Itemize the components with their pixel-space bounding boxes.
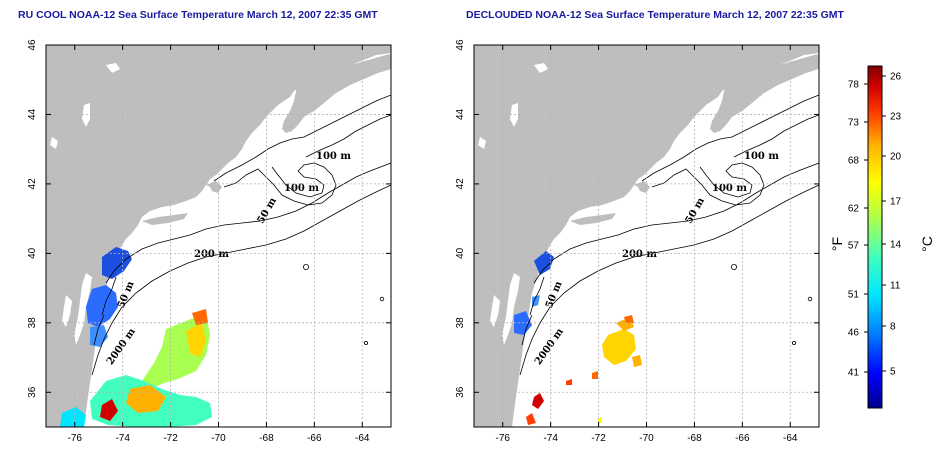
- contour-label-100m-a: 100 m: [316, 151, 351, 162]
- x-tick-label: -66: [307, 433, 322, 444]
- right-panel: DECLOUDED NOAA-12 Sea Surface Temperatur…: [455, 9, 845, 444]
- x-tick-label: -70: [211, 433, 226, 444]
- colorbar-c-tick-label: 26: [890, 72, 902, 83]
- colorbar: 78 73 68 62 57 51 46 41 26 23 20 17 14 11 8 5 °F °C: [829, 65, 935, 409]
- colorbar-f-tick-label: 57: [848, 241, 860, 252]
- x-tick-label: -66: [735, 433, 750, 444]
- y-tick-label: 40: [27, 247, 38, 259]
- colorbar-c-tick-label: 20: [890, 152, 902, 163]
- colorbar-f-tick-label: 73: [848, 118, 860, 129]
- left-sst-patches: [60, 247, 212, 427]
- colorbar-c-tick-label: 14: [890, 240, 902, 251]
- y-tick-label: 42: [27, 178, 38, 190]
- x-tick-label: -76: [68, 433, 83, 444]
- contour-label-100m-b: 100 m: [712, 183, 747, 194]
- y-tick-label: 38: [455, 317, 466, 329]
- left-panel: RU COOL NOAA-12 Sea Surface Temperature …: [18, 9, 392, 444]
- x-tick-label: -72: [591, 433, 606, 444]
- colorbar-c-tick-label: 11: [890, 281, 901, 292]
- colorbar-fahrenheit-unit: °F: [829, 237, 845, 251]
- x-tick-label: -68: [687, 433, 702, 444]
- colorbar-f-tick-label: 41: [848, 368, 860, 379]
- x-tick-label: -74: [115, 433, 130, 444]
- right-sst-patches: [514, 251, 642, 425]
- contour-label-200m: 200 m: [622, 249, 657, 260]
- colorbar-f-tick-label: 62: [848, 204, 860, 215]
- x-tick-label: -74: [543, 433, 558, 444]
- colorbar-f-tick-label: 51: [848, 290, 860, 301]
- colorbar-fahrenheit-ticks: 78 73 68 62 57 51 46 41: [848, 80, 868, 379]
- y-tick-label: 46: [27, 39, 38, 51]
- colorbar-c-tick-label: 5: [890, 367, 896, 378]
- contour-label-100m-a: 100 m: [744, 151, 779, 162]
- y-tick-label: 46: [455, 39, 466, 51]
- colorbar-f-tick-label: 46: [848, 328, 860, 339]
- left-panel-title: RU COOL NOAA-12 Sea Surface Temperature …: [18, 9, 378, 21]
- x-tick-label: -64: [783, 433, 798, 444]
- y-tick-label: 42: [455, 178, 466, 190]
- contour-label-100m-b: 100 m: [284, 183, 319, 194]
- colorbar-c-tick-label: 23: [890, 112, 902, 123]
- colorbar-f-tick-label: 78: [848, 80, 860, 91]
- x-tick-label: -76: [496, 433, 511, 444]
- colorbar-f-tick-label: 68: [848, 156, 860, 167]
- x-tick-label: -72: [163, 433, 178, 444]
- colorbar-c-tick-label: 8: [890, 322, 896, 333]
- y-tick-label: 36: [27, 386, 38, 398]
- y-tick-label: 44: [455, 108, 466, 120]
- y-tick-label: 36: [455, 386, 466, 398]
- right-axis-ticks: -76 -74 -72 -70 -68 -66 -64 46 44 42 40 38 36: [455, 39, 819, 444]
- left-axis-ticks: -76 -74 -72 -70 -68 -66 -64 46 44 42 40 38 36: [27, 39, 391, 444]
- x-tick-label: -68: [259, 433, 274, 444]
- right-panel-title: DECLOUDED NOAA-12 Sea Surface Temperatur…: [466, 9, 845, 21]
- x-tick-label: -64: [355, 433, 370, 444]
- colorbar-c-tick-label: 17: [890, 197, 902, 208]
- colorbar-celsius-ticks: 26 23 20 17 14 11 8 5: [882, 72, 902, 378]
- colorbar-celsius-unit: °C: [919, 236, 935, 252]
- colorbar-gradient: [867, 65, 883, 409]
- y-tick-label: 38: [27, 317, 38, 329]
- x-tick-label: -70: [639, 433, 654, 444]
- contour-label-200m: 200 m: [194, 249, 229, 260]
- y-tick-label: 40: [455, 247, 466, 259]
- y-tick-label: 44: [27, 108, 38, 120]
